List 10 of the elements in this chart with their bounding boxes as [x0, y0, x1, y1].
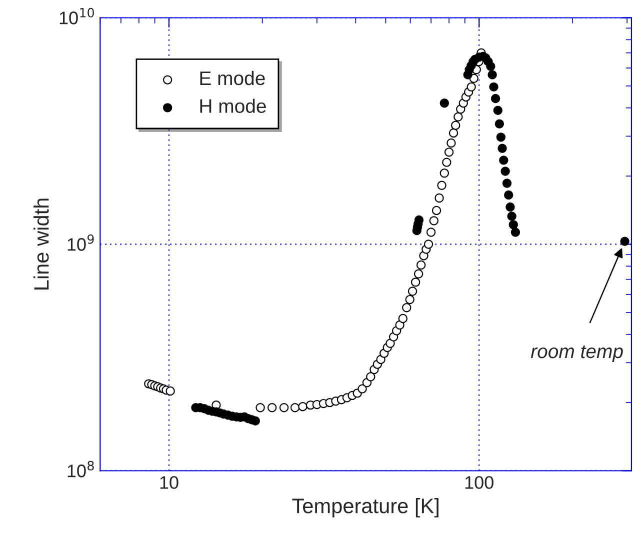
x-tick-label: 10 [160, 476, 178, 489]
y-axis-title: Line width [34, 198, 49, 290]
legend-label: E mode [200, 70, 265, 86]
y-tick-label: 10$^{9}$ [68, 234, 94, 251]
x-axis-title: Temperature [K] [292, 498, 438, 518]
legend-label: H mode [200, 98, 266, 113]
x-tick-label: 100 [465, 476, 494, 489]
annotation: room temp [530, 345, 623, 362]
y-tick-label: 10$^{8}$ [68, 460, 94, 478]
y-tick-label: 10$^{10}$ [60, 8, 94, 24]
